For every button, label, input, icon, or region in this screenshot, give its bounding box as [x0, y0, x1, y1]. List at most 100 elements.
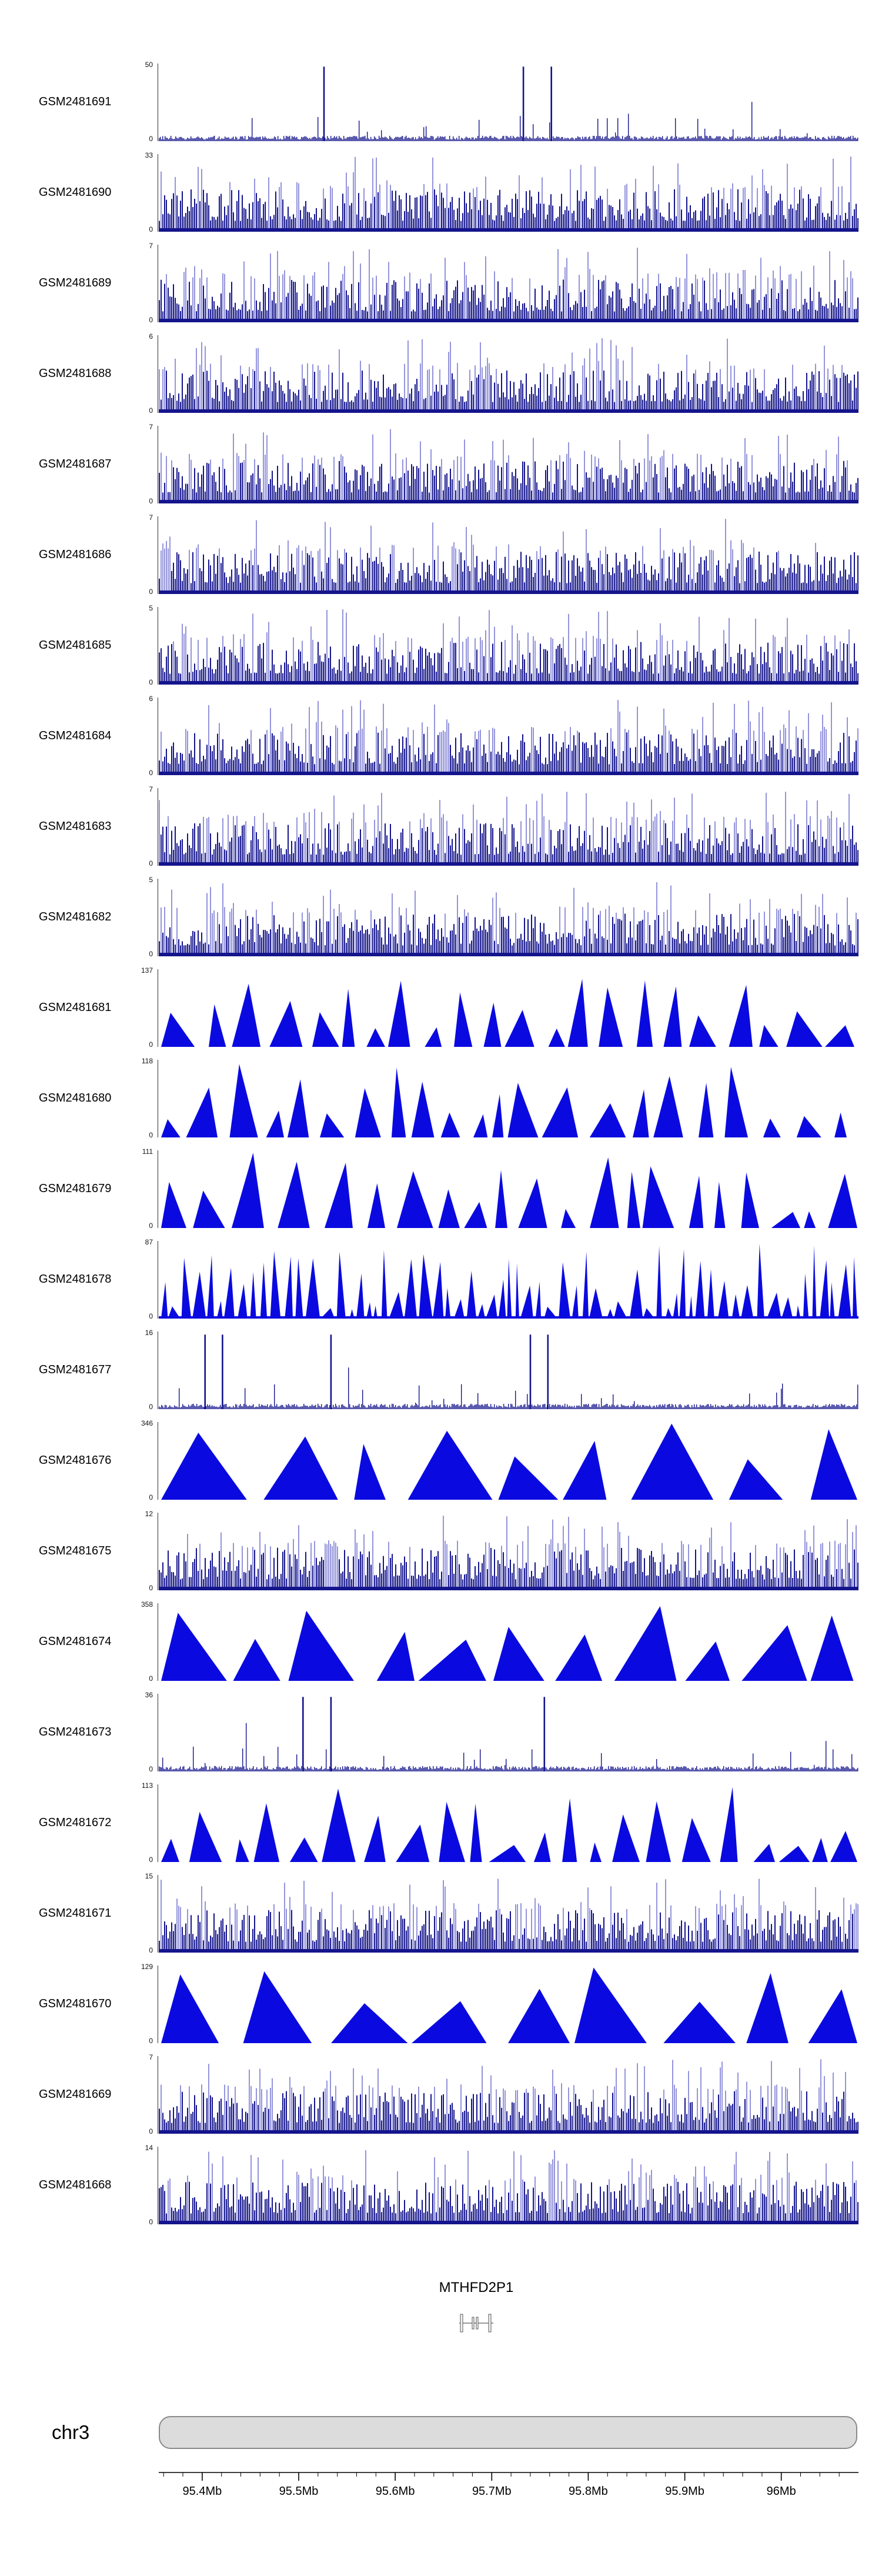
track-signal — [159, 429, 858, 503]
track-label: GSM2481686 — [39, 548, 112, 561]
track-signal — [159, 338, 858, 413]
genome-axis-svg: 95.4Mb 95.5Mb 95.6Mb 95.7Mb 95.8Mb 95.9Mb 96Mb — [159, 2472, 858, 2498]
track-ymin-label: 0 — [149, 1765, 153, 1773]
track-row: GSM2481673 36 0 — [0, 1691, 882, 1773]
track-row: GSM2481670 129 0 — [0, 1963, 882, 2045]
track-row: GSM2481669 7 0 — [0, 2053, 882, 2135]
track-signal — [159, 609, 858, 685]
track-signal — [159, 2059, 858, 2134]
track-row: GSM2481680 118 0 — [0, 1057, 882, 1139]
track-label: GSM2481688 — [39, 367, 112, 380]
track-ymax-label: 7 — [149, 513, 153, 522]
track-signal — [161, 1967, 857, 2043]
track-label: GSM2481674 — [39, 1635, 112, 1648]
track-label: GSM2481687 — [39, 458, 112, 471]
track-label: GSM2481682 — [39, 910, 112, 923]
track-label: GSM2481671 — [39, 1907, 112, 1920]
track-row: GSM2481668 14 0 — [0, 2144, 882, 2226]
track-label: GSM2481668 — [39, 2178, 112, 2191]
track-ymax-label: 7 — [149, 242, 153, 250]
track-signal — [159, 156, 858, 232]
track-label: GSM2481684 — [39, 729, 112, 742]
track-signal — [161, 1606, 854, 1681]
track-row: GSM2481685 5 0 — [0, 604, 882, 686]
track-row: GSM2481675 12 0 — [0, 1510, 882, 1592]
track-signal — [161, 979, 854, 1047]
track-ymin-label: 0 — [149, 1856, 153, 1864]
track-ymin-label: 0 — [149, 1493, 153, 1501]
track-signal — [159, 2150, 858, 2224]
track-ymax-label: 12 — [145, 1510, 153, 1518]
track-signal — [159, 792, 858, 866]
track-row: GSM2481674 358 0 — [0, 1600, 882, 1683]
track-signal — [159, 66, 858, 141]
track-ymax-label: 7 — [149, 423, 153, 431]
track-label: GSM2481681 — [39, 1001, 112, 1014]
track-ymax-label: 7 — [149, 2053, 153, 2061]
track-ymax-label: 6 — [149, 695, 153, 703]
track-row: GSM2481672 113 0 — [0, 1781, 882, 1864]
track-ymax-label: 129 — [141, 1963, 153, 1971]
track-label: GSM2481672 — [39, 1816, 112, 1829]
track-ymax-label: 15 — [145, 1872, 153, 1880]
track-ymax-label: 358 — [141, 1600, 153, 1609]
track-row: GSM2481679 111 0 — [0, 1147, 882, 1230]
track-signal — [159, 700, 858, 775]
track-ymax-label: 33 — [145, 151, 153, 159]
track-ymin-label: 0 — [149, 1584, 153, 1592]
track-ymin-label: 0 — [149, 769, 153, 777]
track-row: GSM2481684 6 0 — [0, 695, 882, 777]
track-row: GSM2481677 16 0 — [0, 1329, 882, 1411]
track-label: GSM2481680 — [39, 1092, 112, 1105]
track-ymin-label: 0 — [149, 1674, 153, 1683]
track-signal — [159, 1243, 858, 1319]
track-ymax-label: 113 — [141, 1781, 153, 1790]
track-label: GSM2481669 — [39, 2088, 112, 2101]
track-label: GSM2481678 — [39, 1273, 112, 1286]
track-label: GSM2481685 — [39, 639, 112, 652]
track-label: GSM2481673 — [39, 1726, 112, 1739]
track-ymin-label: 0 — [149, 678, 153, 686]
track-row: GSM2481671 15 0 — [0, 1872, 882, 1954]
track-signal — [159, 1334, 858, 1409]
track-signal — [161, 1787, 857, 1862]
track-row: GSM2481687 7 0 — [0, 423, 882, 505]
track-signal — [159, 1878, 858, 1953]
gene-track-title: MTHFD2P1 — [439, 2280, 514, 2295]
track-ymax-label: 16 — [145, 1329, 153, 1337]
track-row: GSM2481676 346 0 — [0, 1419, 882, 1501]
track-row: GSM2481682 5 0 — [0, 876, 882, 958]
track-ymax-label: 137 — [141, 966, 153, 975]
track-label: GSM2481675 — [39, 1544, 112, 1557]
track-ymin-label: 0 — [149, 1312, 153, 1320]
track-ymin-label: 0 — [149, 859, 153, 867]
track-ymin-label: 0 — [149, 1222, 153, 1230]
track-signal — [161, 1423, 857, 1500]
track-ymin-label: 0 — [149, 316, 153, 324]
track-ymax-label: 6 — [149, 332, 153, 341]
track-row: GSM2481691 50 0 — [0, 61, 882, 143]
track-label: GSM2481690 — [39, 186, 112, 199]
chromosome-ideogram — [159, 2416, 857, 2449]
track-ymin-label: 0 — [149, 588, 153, 596]
track-label: GSM2481677 — [39, 1363, 112, 1376]
track-signal — [159, 248, 858, 322]
gene-annotation-track — [456, 2310, 497, 2339]
track-ymin-label: 0 — [149, 1403, 153, 1411]
track-label: GSM2481679 — [39, 1182, 112, 1195]
track-signal — [159, 1697, 858, 1771]
track-signal — [161, 1064, 847, 1137]
track-row: GSM2481688 6 0 — [0, 332, 882, 415]
track-row: GSM2481686 7 0 — [0, 513, 882, 596]
track-ymax-label: 87 — [145, 1238, 153, 1246]
track-signal — [159, 882, 858, 956]
track-ymax-label: 36 — [145, 1691, 153, 1699]
track-ymax-label: 7 — [149, 785, 153, 793]
track-signal — [159, 1516, 858, 1590]
track-ymin-label: 0 — [149, 406, 153, 415]
track-ymin-label: 0 — [149, 1131, 153, 1139]
track-ymax-label: 118 — [141, 1057, 153, 1065]
track-ymax-label: 50 — [145, 61, 153, 69]
track-ymin-label: 0 — [149, 497, 153, 505]
